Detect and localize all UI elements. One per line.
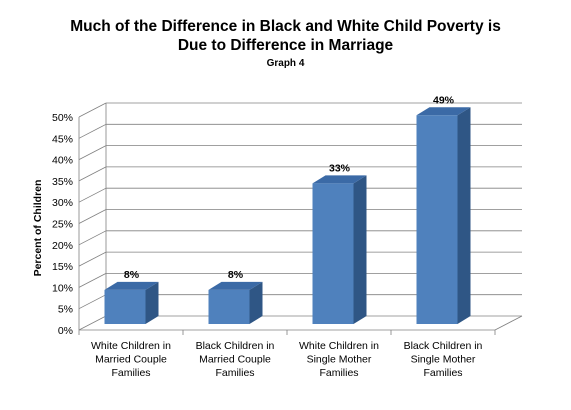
data-label: 33%	[329, 162, 351, 174]
data-label: 49%	[433, 94, 455, 106]
data-label: 8%	[228, 269, 244, 281]
y-tick-label: 0%	[58, 325, 73, 337]
chart-subtitle: Graph 4	[266, 58, 305, 69]
x-tick-label-line: Married Couple	[95, 354, 167, 366]
bar	[104, 281, 159, 324]
bar-side	[145, 281, 159, 324]
x-tick-label-line: Single Mother	[307, 354, 372, 366]
x-tick-label-line: Black Children in	[404, 340, 483, 352]
y-tick-label: 10%	[52, 282, 73, 294]
y-axis-title: Percent of Children	[32, 180, 44, 277]
bar-side	[353, 175, 367, 324]
bar-top	[312, 175, 367, 184]
x-tick-label: White Children in Single Mother Families	[299, 340, 379, 379]
y-tick-label: 5%	[58, 304, 73, 316]
gridline-side	[78, 273, 107, 288]
y-tick-label: 25%	[52, 219, 73, 231]
x-tick-label: Black Children in Single Mother Families	[404, 340, 483, 379]
bar-top	[416, 107, 471, 116]
x-tick-label-line: Families	[319, 367, 358, 379]
bar-side	[457, 107, 471, 324]
gridline-side	[78, 251, 107, 267]
x-tick-label-line: White Children in	[91, 340, 171, 352]
y-tick-label: 35%	[52, 176, 73, 188]
label-layer: 8%White Children in Married Couple Familie…	[91, 94, 483, 379]
y-tick-label: 15%	[52, 261, 73, 273]
bar-side	[249, 281, 263, 324]
gridline-side	[78, 294, 107, 310]
chart-title-line-1: Much of the Difference in Black and Whit…	[70, 18, 501, 35]
chart-title: Much of the Difference in Black and Whit…	[0, 17, 571, 55]
y-tick-label: 30%	[52, 197, 73, 209]
x-tick-label-line: Families	[423, 367, 462, 379]
y-tick-label: 40%	[52, 155, 73, 167]
axis-layer: 0% 5% 10% 15% 20% 25% 30% 35% 40% 45% 50%	[52, 103, 523, 337]
gridline-side	[78, 123, 107, 139]
bar	[312, 175, 367, 324]
gridline-side	[78, 145, 107, 160]
x-tick-label-line: Families	[111, 367, 150, 379]
bar-top	[208, 281, 263, 290]
gridline-side	[78, 102, 107, 118]
x-tick-label-line: Families	[215, 367, 254, 379]
bar-front	[312, 183, 354, 324]
x-tick-label: White Children in Married Couple Families	[91, 340, 171, 379]
gridline-side	[78, 230, 107, 246]
bar-front	[208, 289, 250, 324]
bar-top	[104, 281, 159, 290]
bar-front	[416, 115, 458, 324]
bar-layer	[104, 107, 471, 324]
data-label: 8%	[124, 269, 140, 281]
gridline-side	[78, 166, 107, 182]
x-tick-label-line: Black Children in	[196, 340, 275, 352]
y-tick-label: 45%	[52, 133, 73, 145]
bar	[208, 281, 263, 324]
x-tick-label-line: White Children in	[299, 340, 379, 352]
y-tick-label: 20%	[52, 240, 73, 252]
bar-front	[104, 289, 146, 324]
gridline-side	[78, 209, 107, 224]
bar	[416, 107, 471, 324]
y-tick-label: 50%	[52, 112, 73, 124]
x-tick-label-line: Single Mother	[411, 354, 476, 366]
gridline-side	[78, 187, 107, 203]
x-tick-label-line: Married Couple	[199, 354, 271, 366]
x-tick-label: Black Children in Married Couple Families	[196, 340, 275, 379]
chart-title-line-2: Due to Difference in Marriage	[177, 37, 394, 54]
floor-right-edge	[494, 315, 523, 331]
gridline-side	[78, 315, 107, 331]
